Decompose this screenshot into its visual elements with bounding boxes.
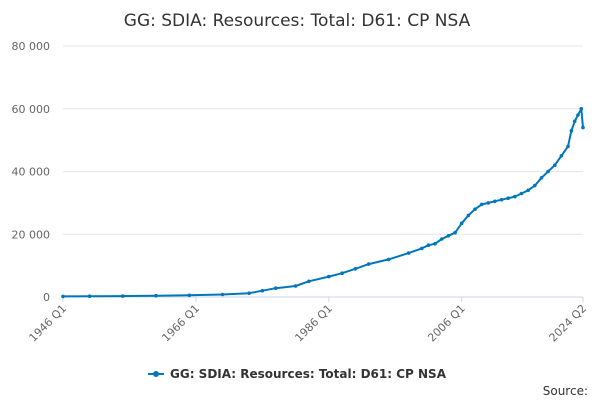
x-axis-tick-labels: 1946 Q1 1966 Q1 1986 Q1 2006 Q1 2024 Q2 — [27, 297, 590, 345]
data-point[interactable] — [433, 241, 437, 246]
data-point[interactable] — [581, 125, 585, 130]
data-point[interactable] — [493, 199, 497, 204]
data-point[interactable] — [340, 271, 344, 276]
data-point[interactable] — [486, 201, 491, 205]
data-point[interactable] — [506, 196, 511, 200]
data-point[interactable] — [187, 293, 192, 298]
grid — [63, 45, 583, 235]
data-point[interactable] — [406, 251, 411, 255]
data-point[interactable] — [446, 234, 451, 238]
data-point[interactable] — [260, 288, 265, 293]
y-tick-label: 80 000 — [12, 40, 51, 53]
data-point[interactable] — [440, 237, 444, 241]
data-point[interactable] — [386, 257, 391, 262]
data-point[interactable] — [426, 243, 431, 247]
data-point[interactable] — [61, 294, 65, 299]
data-point[interactable] — [273, 286, 278, 291]
legend-marker-symbol — [153, 371, 159, 377]
data-point[interactable] — [479, 202, 484, 207]
series-layer — [61, 107, 585, 299]
source-label: Source: — [543, 384, 588, 398]
data-point[interactable] — [220, 292, 225, 297]
data-point[interactable] — [576, 113, 580, 117]
data-point[interactable] — [353, 267, 358, 271]
data-point[interactable] — [247, 291, 251, 296]
legend-label: GG: SDIA: Resources: Total: D61: CP NSA — [170, 367, 447, 381]
series-line[interactable] — [62, 107, 584, 298]
data-point[interactable] — [569, 128, 574, 133]
data-point[interactable] — [519, 191, 524, 196]
data-point[interactable] — [121, 294, 125, 298]
data-point[interactable] — [553, 163, 557, 167]
y-tick-label: 40 000 — [12, 166, 51, 179]
data-point[interactable] — [499, 197, 504, 202]
data-point[interactable] — [572, 119, 577, 124]
data-point[interactable] — [366, 262, 371, 266]
data-point[interactable] — [566, 144, 570, 149]
data-point[interactable] — [533, 183, 537, 188]
data-point[interactable] — [453, 230, 457, 235]
data-point[interactable] — [539, 176, 544, 180]
x-tick-label: 1986 Q1 — [292, 302, 335, 345]
legend[interactable]: GG: SDIA: Resources: Total: D61: CP NSA — [148, 367, 447, 381]
data-point[interactable] — [459, 221, 464, 226]
y-tick-label: 20 000 — [12, 228, 51, 241]
data-point[interactable] — [526, 188, 530, 193]
data-point[interactable] — [559, 154, 564, 158]
x-tick-label: 1946 Q1 — [27, 302, 70, 345]
data-point[interactable] — [466, 213, 471, 218]
data-point[interactable] — [327, 274, 331, 279]
data-point[interactable] — [579, 107, 584, 111]
x-tick-label: 2024 Q2 — [547, 302, 590, 345]
data-point[interactable] — [546, 169, 550, 174]
data-point[interactable] — [293, 284, 298, 288]
data-point[interactable] — [473, 207, 477, 211]
data-point[interactable] — [513, 194, 517, 199]
y-tick-label: 60 000 — [12, 103, 51, 116]
x-tick-label: 1966 Q1 — [159, 302, 202, 345]
y-axis-tick-labels: 0 20 000 40 000 60 000 80 000 — [12, 40, 51, 304]
x-tick-label: 2006 Q1 — [425, 302, 468, 345]
y-tick-label: 0 — [43, 291, 50, 304]
data-point[interactable] — [420, 246, 424, 251]
data-point[interactable] — [307, 279, 311, 284]
data-point[interactable] — [154, 293, 158, 298]
chart-title: GG: SDIA: Resources: Total: D61: CP NSA — [124, 11, 471, 31]
data-point[interactable] — [87, 294, 92, 299]
